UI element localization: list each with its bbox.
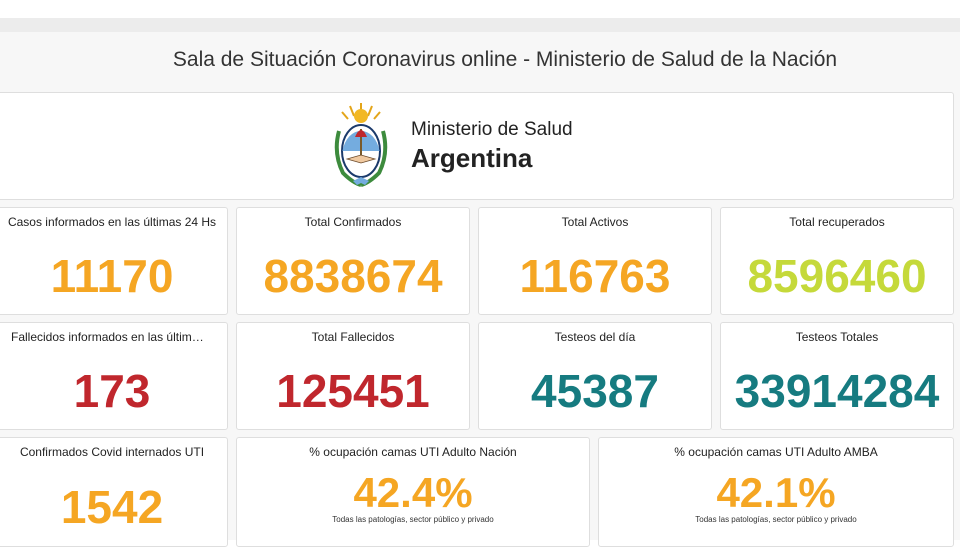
card-note: Todas las patologías, sector público y p… bbox=[332, 515, 494, 524]
card-value: 42.1% bbox=[716, 469, 836, 516]
card-value: 173 bbox=[73, 365, 151, 417]
card-label: Casos informados en las últimas 24 Hs bbox=[7, 215, 217, 229]
card-internados-uti: Confirmados Covid internados UTI 1542 bbox=[0, 437, 228, 547]
card-label: % ocupación camas UTI Adulto Nación bbox=[309, 445, 517, 459]
card-note: Todas las patologías, sector público y p… bbox=[695, 515, 857, 524]
ministry-name: Ministerio de Salud bbox=[411, 119, 573, 140]
card-testeos-totales: Testeos Totales 33914284 bbox=[720, 322, 954, 430]
page-title: Sala de Situación Coronavirus online - M… bbox=[172, 48, 838, 71]
card-total-confirmados: Total Confirmados 8838674 bbox=[236, 207, 470, 315]
card-value: 8838674 bbox=[263, 250, 443, 302]
card-value: 33914284 bbox=[734, 365, 940, 417]
card-label: Total Activos bbox=[561, 215, 629, 229]
card-total-recuperados: Total recuperados 8596460 bbox=[720, 207, 954, 315]
card-total-activos: Total Activos 116763 bbox=[478, 207, 712, 315]
card-value: 45387 bbox=[531, 365, 659, 417]
top-bar bbox=[0, 18, 960, 32]
card-value: 42.4% bbox=[353, 469, 473, 516]
card-value: 116763 bbox=[519, 250, 671, 302]
card-label: Fallecidos informados en las últimas 24 … bbox=[11, 330, 209, 344]
card-label: % ocupación camas UTI Adulto AMBA bbox=[674, 445, 878, 459]
coat-of-arms-icon bbox=[334, 103, 388, 187]
card-value: 125451 bbox=[276, 365, 430, 417]
card-label: Total recuperados bbox=[789, 215, 885, 229]
card-label: Testeos del día bbox=[554, 330, 636, 344]
card-label: Confirmados Covid internados UTI bbox=[19, 445, 205, 459]
card-label: Testeos Totales bbox=[795, 330, 879, 344]
card-value: 8596460 bbox=[747, 250, 927, 302]
card-testeos-dia: Testeos del día 45387 bbox=[478, 322, 712, 430]
ministry-logo-card: Ministerio de Salud Argentina bbox=[0, 92, 954, 200]
card-value: 1542 bbox=[60, 481, 164, 533]
card-label: Total Confirmados bbox=[304, 215, 402, 229]
country-name: Argentina bbox=[411, 143, 533, 173]
card-value: 11170 bbox=[50, 250, 174, 302]
card-fallecidos-24h: Fallecidos informados en las últimas 24 … bbox=[0, 322, 228, 430]
card-ocupacion-nacion: % ocupación camas UTI Adulto Nación 42.4… bbox=[236, 437, 590, 547]
card-ocupacion-amba: % ocupación camas UTI Adulto AMBA 42.1% … bbox=[598, 437, 954, 547]
card-casos-24h: Casos informados en las últimas 24 Hs 11… bbox=[0, 207, 228, 315]
card-label: Total Fallecidos bbox=[311, 330, 395, 344]
card-total-fallecidos: Total Fallecidos 125451 bbox=[236, 322, 470, 430]
